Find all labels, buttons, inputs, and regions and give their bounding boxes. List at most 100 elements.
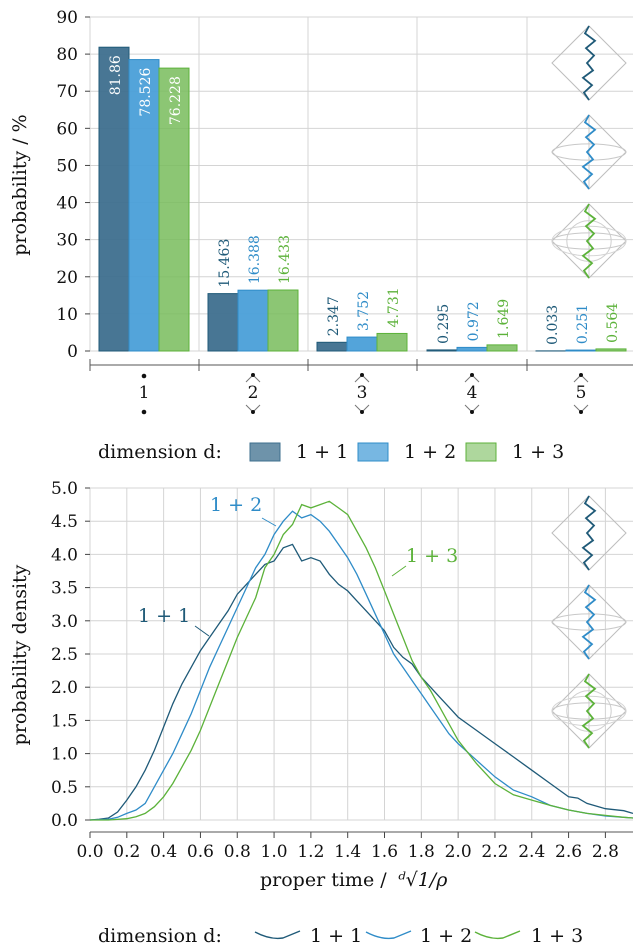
line-xtick-label-5: 1.0 xyxy=(261,842,288,862)
annotation-1-1-leader xyxy=(194,625,210,637)
line-inset-2-worldline xyxy=(581,584,597,660)
line-inset-3-worldline xyxy=(581,673,597,749)
bar-legend-swatch-2 xyxy=(357,442,389,462)
bar-3-4 xyxy=(486,344,518,352)
bar-legend-title: dimension d: xyxy=(98,441,222,463)
bar-glyph-top-dot-4 xyxy=(579,373,583,377)
bar-1-2 xyxy=(207,293,239,352)
bar-glyph-bottom-dot-4 xyxy=(579,410,583,414)
bar-chart: 0 10 20 30 40 50 60 70 80 90 81.86 15.463 2.347 0.29… xyxy=(9,8,633,463)
line-xtick-label-6: 1.2 xyxy=(297,842,324,862)
bar-ytick-label-9: 90 xyxy=(56,8,78,28)
line-xtick-label-0: 0.0 xyxy=(76,842,103,862)
bar-value-label-3-4: 1.649 xyxy=(496,299,512,339)
line-series-1 xyxy=(89,543,633,821)
bar-2-1 xyxy=(128,59,160,352)
line-xtick-label-8: 1.6 xyxy=(371,842,398,862)
bar-glyph-top-dot-2 xyxy=(360,373,364,377)
bar-legend-label-2: 1 + 2 xyxy=(404,441,456,463)
line-xtick-label-11: 2.2 xyxy=(481,842,508,862)
bar-xtick-label-4: 5 xyxy=(576,383,587,403)
line-ytick-label-8: 4.0 xyxy=(51,545,78,565)
line-series-3 xyxy=(90,500,633,821)
line-gridlines xyxy=(89,487,633,821)
annotation-1-1: 1 + 1 xyxy=(138,605,190,627)
line-ytick-label-4: 2.0 xyxy=(51,678,78,698)
bar-value-label-2-2: 16.388 xyxy=(247,235,263,284)
bar-xtick-label-1: 2 xyxy=(248,383,259,403)
bar-ytick-label-7: 70 xyxy=(56,82,78,102)
bar-inset-1 xyxy=(551,25,627,101)
bar-series xyxy=(98,46,627,352)
line-y-axis-label: probability density xyxy=(9,564,31,745)
bar-value-label-1-5: 0.033 xyxy=(545,305,561,345)
bar-value-label-2-1: 78.526 xyxy=(138,68,154,117)
line-xtick-label-12: 2.4 xyxy=(518,842,545,862)
line-ytick-label-2: 1.0 xyxy=(51,745,78,765)
line-xtick-label-1: 0.2 xyxy=(113,842,140,862)
bar-inset-3-worldline xyxy=(581,203,597,279)
bar-x-axis: 1 2 3 4 5 xyxy=(89,359,633,415)
bar-value-label-3-5: 0.564 xyxy=(605,303,621,343)
line-ytick-label-1: 0.5 xyxy=(51,778,78,798)
bar-3-2 xyxy=(267,289,299,352)
line-series xyxy=(89,500,633,821)
bar-inset-3 xyxy=(551,203,627,279)
line-inset-1 xyxy=(551,495,627,571)
bar-legend: dimension d: 1 + 1 1 + 2 1 + 3 xyxy=(98,441,564,463)
line-inset-2 xyxy=(551,584,627,660)
line-ytick-label-7: 3.5 xyxy=(51,579,78,599)
line-legend-swatch-2 xyxy=(365,930,412,940)
bar-ytick-label-3: 30 xyxy=(56,231,78,251)
bar-data-labels: 81.86 15.463 2.347 0.295 0.033 78.526 16.388 3.… xyxy=(108,55,621,345)
line-legend: dimension d: 1 + 1 1 + 2 1 + 3 xyxy=(98,925,583,947)
line-inset-3-ring2 xyxy=(551,695,627,727)
line-ytick-label-6: 3.0 xyxy=(51,612,78,632)
bar-value-label-1-4: 0.295 xyxy=(436,304,452,344)
annotation-1-3-leader xyxy=(391,565,407,577)
bar-value-label-2-3: 3.752 xyxy=(356,291,372,331)
line-chart: 0.0 0.5 1.0 1.5 2.0 2.5 3.0 3.5 4.0 4.5 5.0 0.0 0.2… xyxy=(9,479,633,947)
line-xtick-label-7: 1.4 xyxy=(334,842,361,862)
line-xtick-label-3: 0.6 xyxy=(187,842,214,862)
line-legend-label-1: 1 + 1 xyxy=(310,925,362,947)
bar-xtick-label-0: 1 xyxy=(139,383,150,403)
line-x-axis-label-math: ᵈ√1/ρ xyxy=(398,869,448,891)
bar-glyph-top-dot-0 xyxy=(141,373,147,379)
bar-glyph-bottom-dot-1 xyxy=(251,410,255,414)
bar-3-5 xyxy=(595,348,627,352)
bar-2-5 xyxy=(565,349,597,352)
bar-3-1 xyxy=(158,67,190,352)
bar-value-label-1-1: 81.86 xyxy=(108,55,124,95)
bar-3-3 xyxy=(376,332,408,352)
bar-glyph-top-dot-1 xyxy=(251,373,255,377)
bar-legend-swatch-3 xyxy=(465,442,497,462)
line-y-axis: 0.0 0.5 1.0 1.5 2.0 2.5 3.0 3.5 4.0 4.5 5.0 xyxy=(51,479,90,831)
bar-value-label-1-2: 15.463 xyxy=(217,239,233,288)
bar-glyph-bottom-dot-0 xyxy=(141,409,147,415)
bar-2-2 xyxy=(237,289,269,352)
line-legend-swatch-3 xyxy=(474,930,521,940)
bar-y-axis: 0 10 20 30 40 50 60 70 80 90 xyxy=(56,8,90,362)
bar-value-label-2-5: 0.251 xyxy=(575,304,591,344)
bar-inset-2 xyxy=(551,114,627,190)
line-ytick-label-3: 1.5 xyxy=(51,711,78,731)
bar-1-1 xyxy=(98,46,130,352)
line-legend-label-3: 1 + 3 xyxy=(531,925,583,947)
bar-inset-diagrams xyxy=(551,25,627,279)
bar-ytick-label-5: 50 xyxy=(56,156,78,176)
line-xtick-label-4: 0.8 xyxy=(224,842,251,862)
bar-value-label-2-4: 0.972 xyxy=(466,301,482,341)
line-legend-title: dimension d: xyxy=(98,925,222,947)
bar-1-4 xyxy=(426,349,458,352)
bar-legend-label-1: 1 + 1 xyxy=(296,441,348,463)
bar-inset-3-ring2 xyxy=(551,225,627,257)
bar-value-label-3-2: 16.433 xyxy=(277,235,293,284)
bar-ytick-label-6: 60 xyxy=(56,119,78,139)
bar-y-axis-label: probability / % xyxy=(9,114,31,255)
line-inset-1-worldline xyxy=(581,495,597,571)
line-legend-label-2: 1 + 2 xyxy=(420,925,472,947)
bar-legend-label-3: 1 + 3 xyxy=(512,441,564,463)
line-ytick-label-10: 5.0 xyxy=(51,479,78,499)
line-xtick-label-14: 2.8 xyxy=(592,842,619,862)
